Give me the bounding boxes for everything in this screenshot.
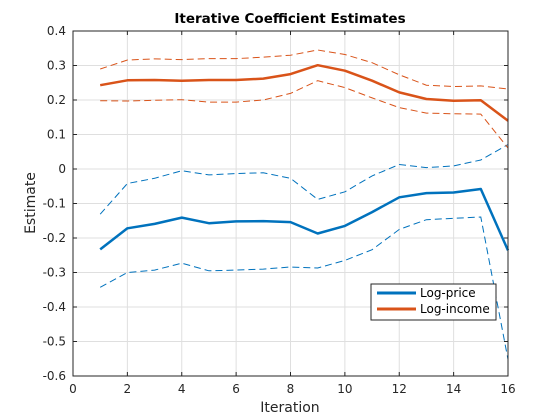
y-tick-label: 0 <box>58 162 66 176</box>
chart-title: Iterative Coefficient Estimates <box>174 11 405 27</box>
series-log-income-lower-bound <box>100 80 509 149</box>
x-tick-label: 0 <box>69 382 77 396</box>
x-tick-label: 4 <box>178 382 186 396</box>
x-tick-label: 8 <box>287 382 295 396</box>
legend: Log-price Log-income <box>370 283 497 321</box>
series-log-income-upper-bound <box>100 49 509 90</box>
y-tick-label: -0.6 <box>43 369 66 383</box>
legend-label-log-income: Log-income <box>420 302 490 316</box>
series-log-price-upper-bound <box>99 144 509 215</box>
y-tick-label: -0.5 <box>43 335 66 349</box>
y-tick-label: 0.2 <box>47 93 66 107</box>
y-tick-label: 0.3 <box>47 59 66 73</box>
series-log-price-lower-bound <box>99 216 509 360</box>
x-tick-label: 16 <box>500 382 515 396</box>
y-tick-label: -0.4 <box>43 300 66 314</box>
legend-label-log-price: Log-price <box>420 286 476 300</box>
x-tick-label: 2 <box>124 382 132 396</box>
y-tick-label: 0.4 <box>47 24 66 38</box>
x-tick-label: 10 <box>337 382 352 396</box>
ticks: 0 2 4 6 8 10 12 14 16 -0.6 -0.5 -0.4 -0.3 -0.2 -0.1 0 0.… <box>43 24 516 396</box>
x-axis-label: Iteration <box>260 400 319 416</box>
series-log-price-line <box>99 187 510 251</box>
series-log-income-line <box>99 63 509 122</box>
legend-box <box>370 283 497 321</box>
y-tick-label: 0.1 <box>47 128 66 142</box>
y-tick-label: -0.3 <box>43 266 66 280</box>
y-tick-label: -0.2 <box>43 231 66 245</box>
x-tick-label: 6 <box>232 382 240 396</box>
y-axis-label: Estimate <box>23 172 39 234</box>
series-layer <box>99 49 510 360</box>
x-tick-label: 12 <box>392 382 407 396</box>
x-tick-label: 14 <box>446 382 461 396</box>
y-tick-label: -0.1 <box>43 197 66 211</box>
